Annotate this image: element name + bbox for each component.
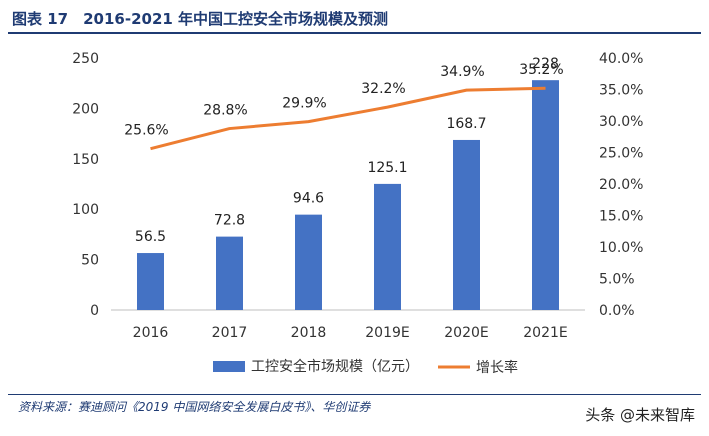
bar-2016 bbox=[137, 253, 164, 310]
line-value-label: 25.6% bbox=[124, 123, 168, 139]
bar-2020E bbox=[453, 139, 480, 310]
line-value-label: 35.2% bbox=[519, 62, 563, 78]
bar-value-label: 125.1 bbox=[367, 160, 407, 176]
bar-value-label: 168.7 bbox=[446, 116, 486, 132]
y-right-tick-label: 40.0% bbox=[599, 51, 643, 67]
line-value-label: 28.8% bbox=[203, 103, 247, 119]
line-value-label: 29.9% bbox=[282, 96, 326, 112]
source-note: 资料来源：赛迪顾问《2019 中国网络安全发展白皮书》、华创证券 bbox=[18, 400, 371, 414]
y-right-tick-label: 20.0% bbox=[599, 177, 643, 193]
x-tick-label: 2020E bbox=[444, 325, 488, 341]
bar-2019E bbox=[374, 183, 401, 310]
figure-title-bar: 图表 17 2016-2021 年中国工控安全市场规模及预测 bbox=[8, 6, 701, 34]
watermark: 头条 @未来智库 bbox=[585, 406, 695, 424]
bar-value-label: 94.6 bbox=[293, 191, 324, 207]
bar-2018 bbox=[295, 214, 322, 310]
bar-value-label: 228 bbox=[532, 56, 559, 72]
y-left-tick-label: 0 bbox=[90, 303, 99, 319]
y-right-tick-label: 10.0% bbox=[599, 240, 643, 256]
y-right-tick-label: 30.0% bbox=[599, 114, 643, 130]
y-right-tick-label: 5.0% bbox=[599, 272, 635, 288]
bar-value-label: 56.5 bbox=[135, 229, 166, 245]
x-tick-label: 2019E bbox=[365, 325, 409, 341]
y-right-tick-label: 25.0% bbox=[599, 146, 643, 162]
y-right-tick-label: 35.0% bbox=[599, 83, 643, 99]
legend-bar-swatch bbox=[213, 361, 245, 372]
source-divider bbox=[8, 394, 701, 395]
line-value-label: 32.2% bbox=[361, 81, 405, 97]
x-tick-label: 2018 bbox=[291, 325, 327, 341]
x-tick-label: 2021E bbox=[523, 325, 567, 341]
bar-2017 bbox=[216, 236, 243, 310]
y-right-tick-label: 15.0% bbox=[599, 209, 643, 225]
y-left-tick-label: 250 bbox=[72, 51, 99, 67]
figure-title: 图表 17 2016-2021 年中国工控安全市场规模及预测 bbox=[12, 10, 389, 28]
chart-area: 0 50 100 150 200 250 0.0% 5.0% 10.0% 15.0% 20.0% 25… bbox=[8, 36, 701, 392]
y-left-tick-label: 100 bbox=[72, 202, 99, 218]
x-tick-label: 2017 bbox=[212, 325, 248, 341]
bar-2021E bbox=[532, 80, 559, 310]
y-left-tick-label: 200 bbox=[72, 101, 99, 117]
y-right-tick-label: 0.0% bbox=[599, 303, 635, 319]
growth-rate-line bbox=[150, 86, 546, 151]
legend-line-label: 增长率 bbox=[476, 359, 518, 376]
legend-bar-label: 工控安全市场规模（亿元） bbox=[251, 358, 419, 375]
y-left-tick-label: 150 bbox=[72, 152, 99, 168]
x-tick-label: 2016 bbox=[133, 325, 169, 341]
bar-value-label: 72.8 bbox=[214, 213, 245, 229]
line-value-label: 34.9% bbox=[440, 64, 484, 80]
market-size-chart: 0 50 100 150 200 250 0.0% 5.0% 10.0% 15.0% 20.0% 25… bbox=[72, 51, 643, 376]
y-left-tick-label: 50 bbox=[81, 253, 99, 269]
